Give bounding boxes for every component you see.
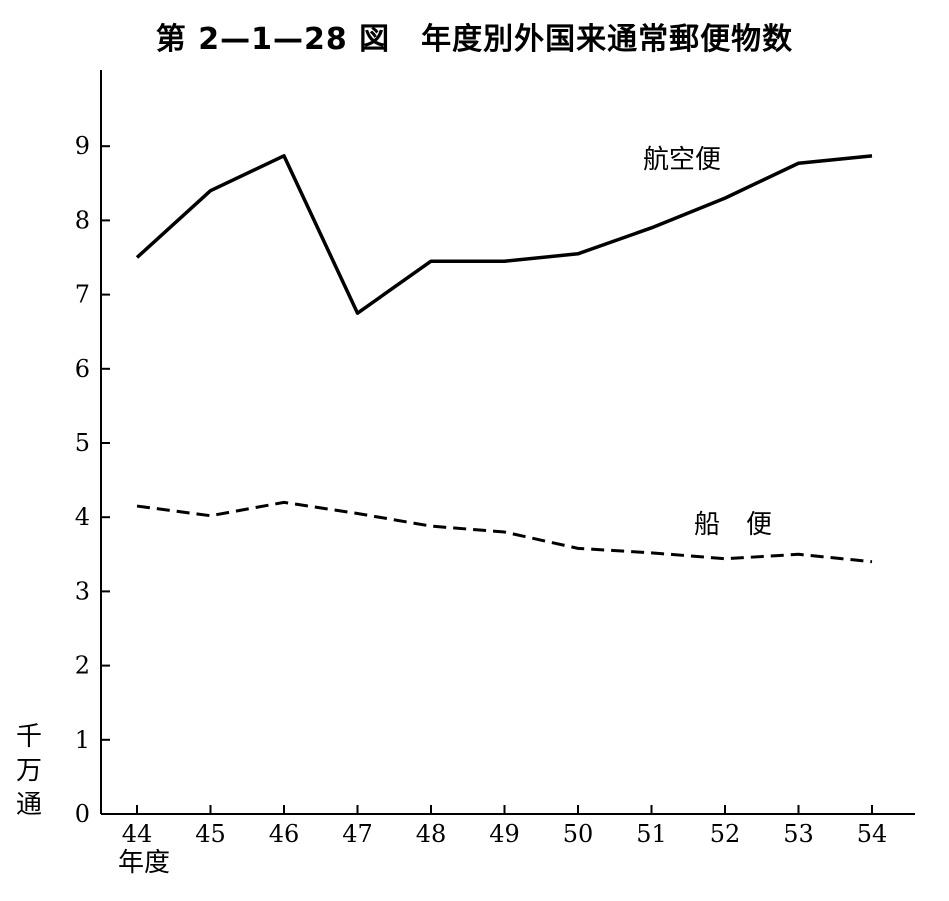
x-tick-label: 54 [857,820,888,848]
x-axis-label: 年度 [118,848,171,878]
x-tick-label: 48 [416,820,447,848]
chart-title: 第 2—1—28 図 年度別外国来通常郵便物数 [155,22,794,57]
y-axis-ticks: 0 1 2 3 4 5 6 7 8 9 [75,132,110,828]
x-tick-label: 45 [195,820,226,848]
y-axis-label-char: 万 [16,756,43,786]
series-lines [135,154,873,564]
x-tick-label: 49 [489,820,520,848]
y-tick-label: 5 [75,429,90,457]
y-tick-label: 9 [75,132,90,160]
x-tick-label: 50 [563,820,594,848]
y-tick-label: 3 [75,577,90,605]
y-tick-label: 7 [75,281,90,309]
y-tick-label: 1 [75,726,90,754]
series-label-air: 航空便 [643,145,721,175]
y-tick-label: 0 [75,800,90,828]
x-tick-label: 53 [783,820,814,848]
y-tick-label: 2 [75,652,90,680]
x-tick-label: 46 [269,820,300,848]
series-line-sea [136,500,873,564]
x-tick-label: 44 [122,820,153,848]
x-tick-label: 47 [342,820,373,848]
series-line-air [135,154,873,315]
y-axis-label-char: 通 [16,790,43,820]
y-tick-label: 8 [75,206,90,234]
x-tick-label: 52 [710,820,741,848]
x-axis-ticks: 44 45 46 47 48 49 50 51 52 53 54 [122,805,888,848]
series-label-sea: 船 便 [694,510,772,540]
x-tick-label: 51 [636,820,667,848]
y-tick-label: 4 [75,503,90,531]
y-tick-label: 6 [75,355,90,383]
y-axis-label-char: 千 [16,722,43,752]
